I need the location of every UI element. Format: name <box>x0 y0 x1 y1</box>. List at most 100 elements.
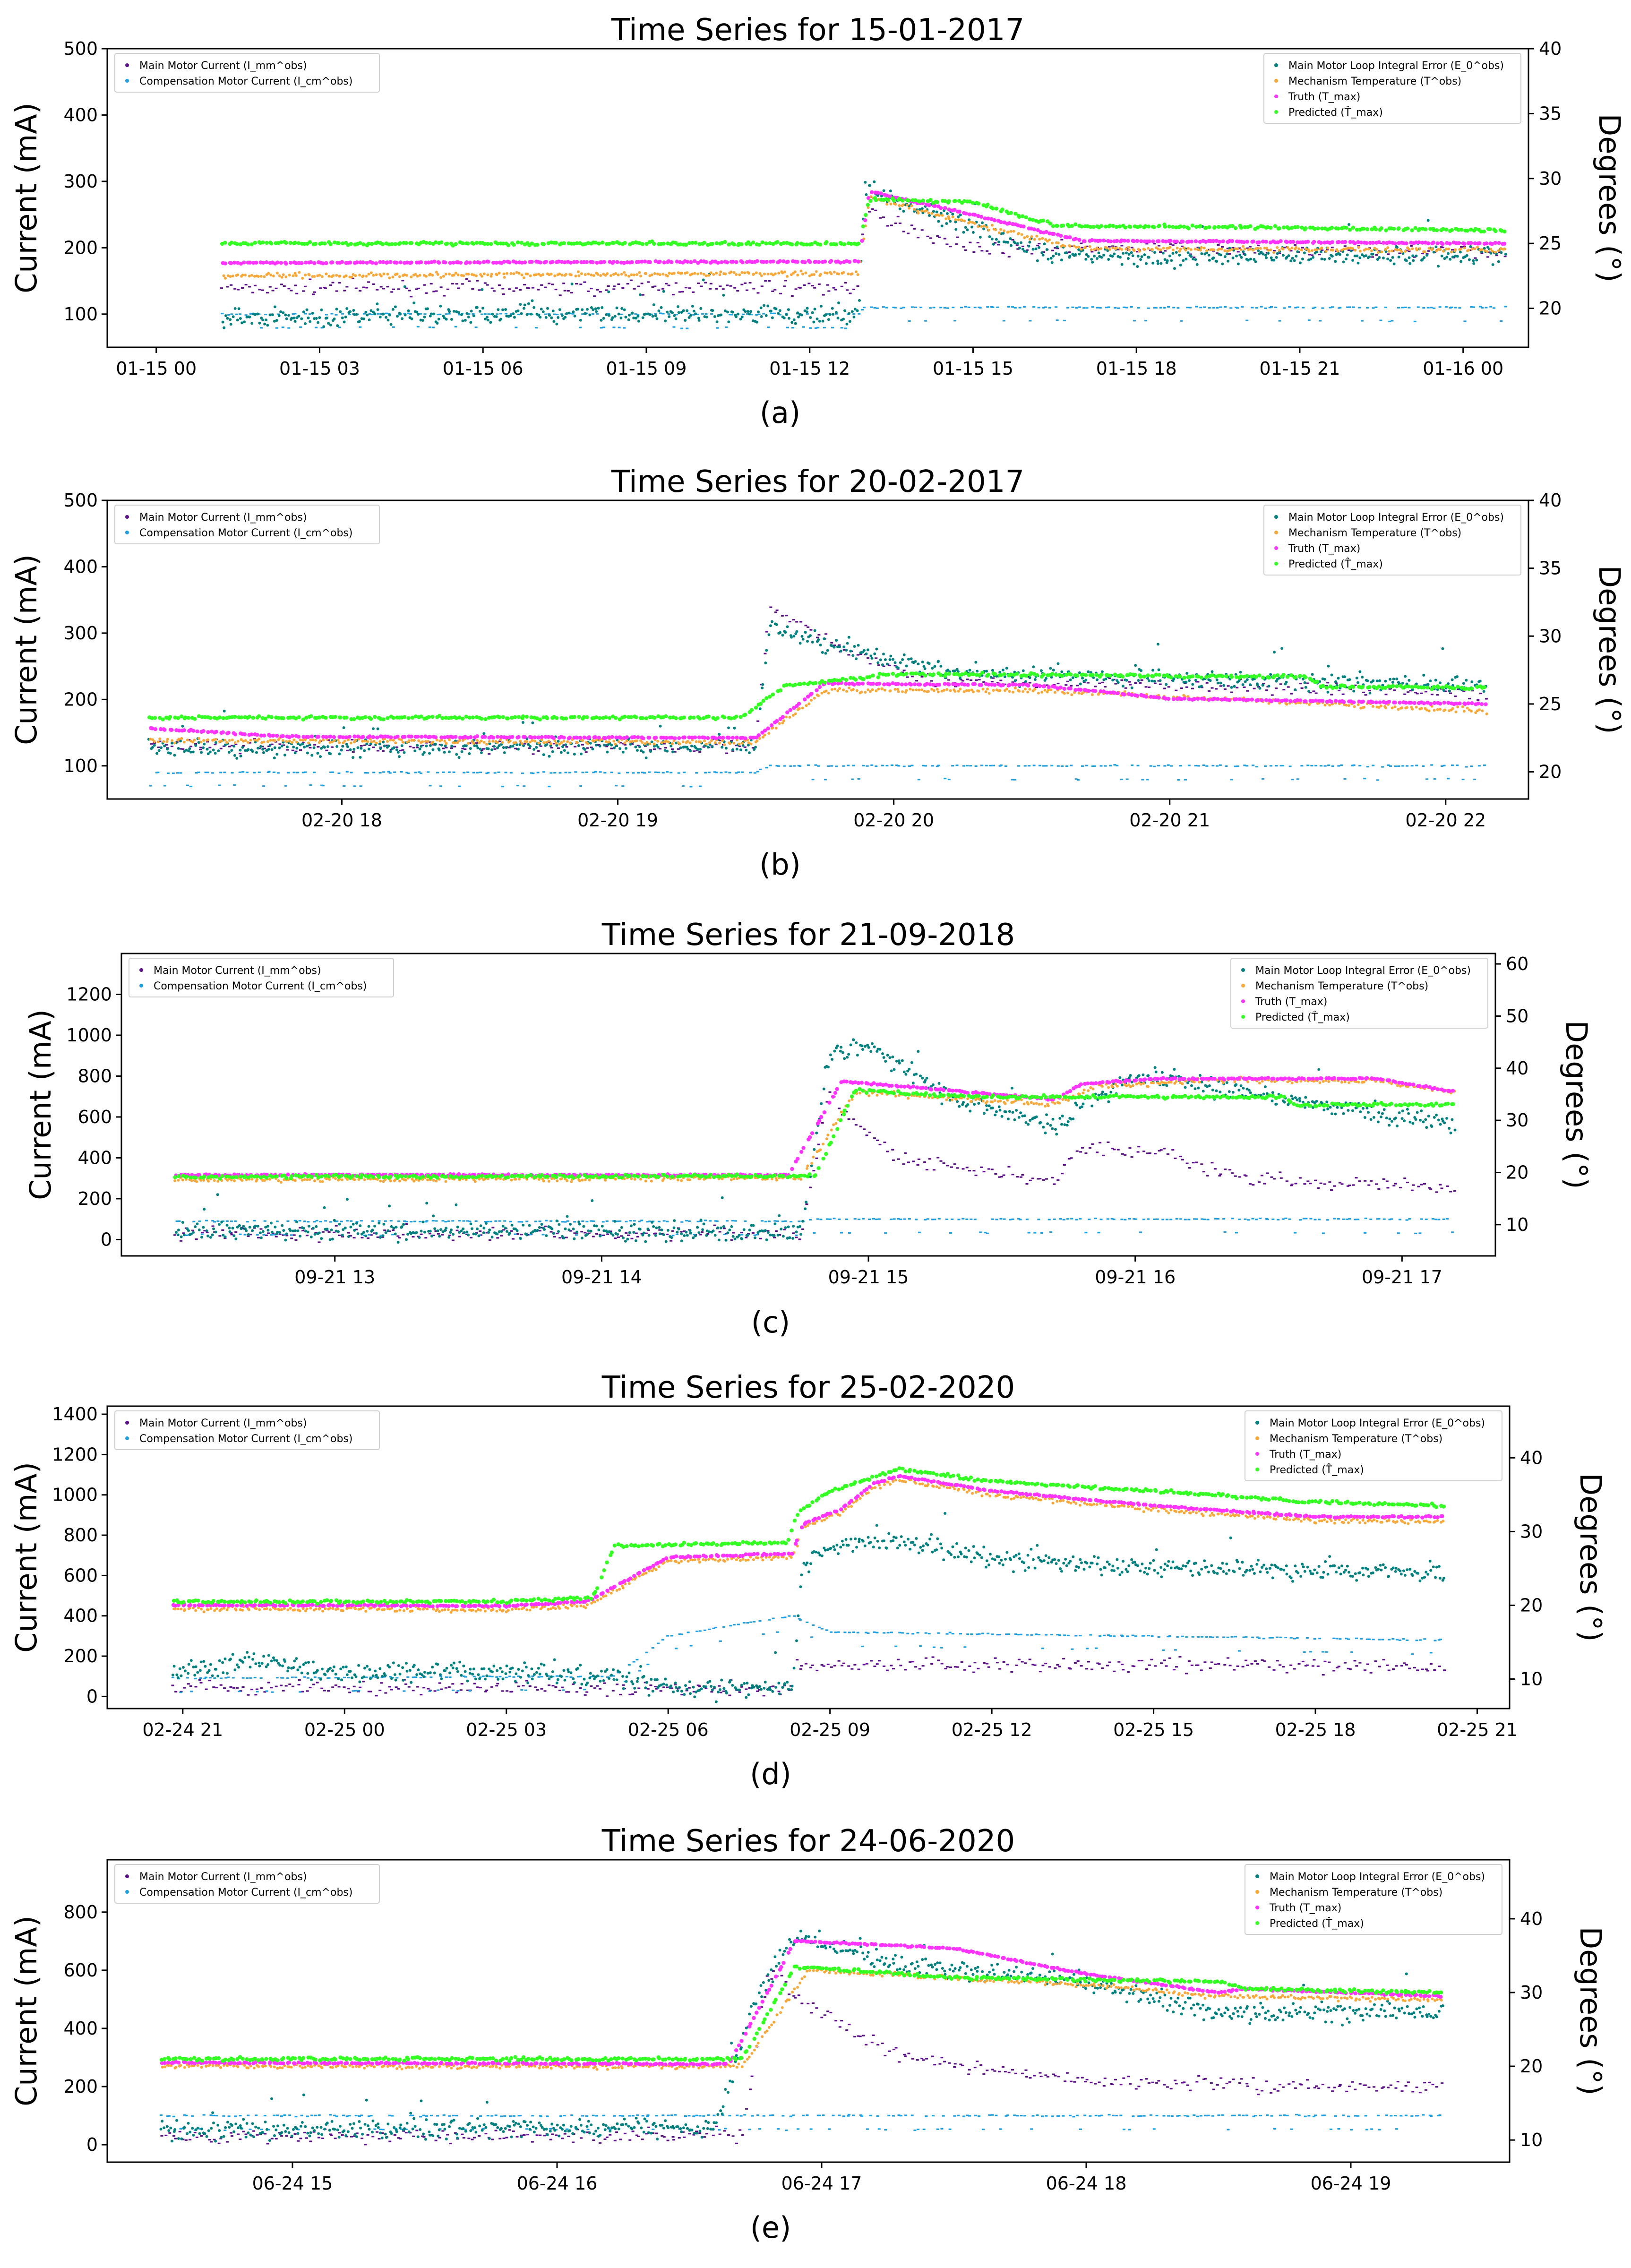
main-motor-current-point <box>1016 248 1020 250</box>
main-motor-current-point <box>1038 243 1041 245</box>
predicted-point <box>1502 229 1507 234</box>
truth-point <box>803 260 807 265</box>
compensation-motor-current-point <box>264 313 267 316</box>
loop-integral-error-point <box>1185 258 1188 261</box>
truth-point <box>1371 241 1375 245</box>
loop-integral-error-point <box>1462 682 1465 685</box>
predicted-point <box>611 241 616 245</box>
compensation-motor-current-point <box>299 326 302 328</box>
truth-point <box>297 261 301 265</box>
loop-integral-error-point <box>723 309 727 312</box>
mechanism-temperature-point <box>1286 246 1289 249</box>
loop-integral-error-point <box>379 747 382 750</box>
truth-point <box>1484 241 1489 246</box>
loop-integral-error-point <box>387 744 390 747</box>
predicted-point <box>935 200 939 205</box>
loop-integral-error-point <box>1192 258 1195 261</box>
loop-integral-error-point <box>727 320 730 324</box>
truth-point <box>582 260 586 264</box>
mechanism-temperature-point <box>1026 235 1029 238</box>
main-motor-current-point <box>346 749 349 751</box>
mechanism-temperature-point <box>1476 246 1479 249</box>
main-motor-current-point <box>822 294 825 296</box>
predicted-point <box>265 241 269 245</box>
mechanism-temperature-point <box>1202 246 1206 249</box>
mechanism-temperature-point <box>1444 248 1448 251</box>
mechanism-temperature-point <box>1068 245 1072 248</box>
loop-integral-error-point <box>416 744 419 747</box>
truth-point <box>1135 694 1139 698</box>
compensation-motor-current-point <box>1179 765 1182 767</box>
truth-point <box>150 726 155 730</box>
main-motor-current-point <box>902 670 906 671</box>
mechanism-temperature-point <box>405 274 409 277</box>
truth-point <box>1164 240 1168 244</box>
loop-integral-error-point <box>600 318 603 322</box>
main-motor-current-point <box>575 283 578 285</box>
main-motor-current-point <box>432 291 436 292</box>
mechanism-temperature-point <box>421 740 424 743</box>
loop-integral-error-point <box>1344 258 1348 261</box>
truth-point <box>1227 698 1231 702</box>
main-motor-current-point <box>956 236 959 238</box>
compensation-motor-current-point <box>1045 765 1048 767</box>
mechanism-temperature-point <box>987 228 991 232</box>
compensation-motor-current-point <box>1438 306 1442 308</box>
loop-integral-error-point <box>1504 253 1507 256</box>
main-motor-current-point <box>244 284 248 286</box>
mechanism-temperature-point <box>1342 248 1346 251</box>
loop-integral-error-point <box>959 213 962 216</box>
main-motor-current-point <box>508 747 511 748</box>
main-motor-current-point <box>1205 682 1209 684</box>
truth-point <box>1469 241 1473 245</box>
loop-integral-error-point <box>686 309 689 312</box>
mechanism-temperature-point <box>713 741 717 744</box>
loop-integral-error-point <box>1470 680 1474 684</box>
compensation-motor-current-point <box>1208 307 1211 309</box>
loop-integral-error-point <box>665 749 669 753</box>
mechanism-temperature-point <box>222 274 225 277</box>
main-motor-current-point <box>681 291 684 292</box>
main-motor-current-point <box>1462 690 1466 692</box>
loop-integral-error-point <box>583 748 586 751</box>
predicted-point <box>269 241 274 246</box>
truth-point <box>499 735 504 739</box>
mechanism-temperature-point <box>1035 234 1039 238</box>
compensation-motor-current-point <box>666 771 669 773</box>
loop-integral-error-point <box>1044 677 1047 680</box>
predicted-point <box>727 242 731 247</box>
loop-integral-error-point <box>1137 679 1140 682</box>
loop-integral-error-point <box>564 316 567 319</box>
mechanism-temperature-point <box>223 739 227 742</box>
truth-point <box>170 728 174 732</box>
compensation-motor-current-point <box>897 765 900 767</box>
main-motor-current-point <box>1002 252 1005 255</box>
truth-point <box>1026 683 1030 688</box>
loop-integral-error-point <box>232 745 236 748</box>
main-motor-current-point <box>475 742 479 744</box>
loop-integral-error-point <box>527 302 530 305</box>
loop-integral-error-point <box>251 750 254 753</box>
loop-integral-error-point <box>1166 259 1169 262</box>
predicted-point <box>1450 228 1454 232</box>
loop-integral-error-point <box>1368 255 1371 258</box>
main-motor-current-point <box>868 663 872 665</box>
mechanism-temperature-point <box>417 739 420 742</box>
mechanism-temperature-point <box>480 275 483 278</box>
truth-point <box>1032 227 1037 232</box>
mechanism-temperature-point <box>998 231 1001 234</box>
mechanism-temperature-point <box>354 739 357 742</box>
compensation-motor-current-point <box>596 313 599 315</box>
loop-integral-error-point <box>1078 671 1081 674</box>
loop-integral-error-point <box>1404 675 1407 678</box>
predicted-point <box>575 241 579 245</box>
predicted-point <box>519 241 524 245</box>
main-motor-current-point <box>1139 682 1142 684</box>
loop-integral-error-point <box>1303 681 1306 684</box>
mechanism-temperature-point <box>784 715 788 719</box>
loop-integral-error-point <box>233 754 236 757</box>
mechanism-temperature-point <box>755 739 759 743</box>
compensation-motor-current-point <box>501 785 504 788</box>
loop-integral-error-point <box>1173 267 1176 270</box>
loop-integral-error-point <box>368 318 371 322</box>
